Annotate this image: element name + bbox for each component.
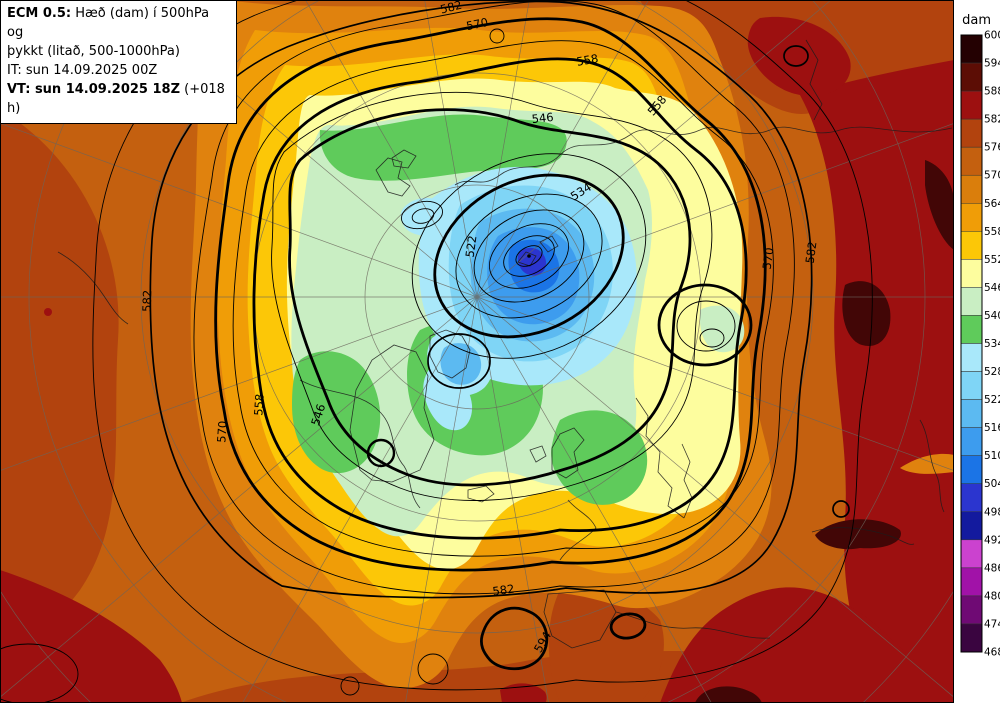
contour-label-582: 582: [492, 582, 516, 599]
color-scale-band-552-546: [960, 259, 983, 288]
color-scale-band-570-564: [960, 174, 983, 204]
color-scale-tick: 492: [984, 534, 1000, 546]
color-scale: dam 600 594 588 582 576 570 564 558 552 546 540 534 5…: [953, 0, 1000, 707]
color-scale-tick: 510: [984, 450, 1000, 462]
coastlines: [57, 39, 953, 649]
height-contours: [0, 0, 873, 703]
color-scale-tick: 570: [984, 170, 1000, 182]
contour-label-546: 546: [531, 110, 554, 126]
map-border: [0, 0, 954, 703]
color-scale-svg: dam 600 594 588 582 576 570 564 558 552 546 540 534 5…: [960, 13, 1000, 659]
contour-label-570: 570: [465, 15, 489, 33]
color-scale-tick: 588: [984, 86, 1000, 98]
contour-label-582: 582: [140, 290, 155, 312]
color-scale-tick: 564: [984, 198, 1000, 210]
title-box: ECM 0.5: Hæð (dam) í 500hPa og þykkt (li…: [0, 0, 237, 124]
title-line-1: ECM 0.5: Hæð (dam) í 500hPa og: [7, 6, 210, 40]
contour-label-522: 522: [463, 235, 480, 259]
color-scale-tick: 582: [984, 114, 1000, 126]
color-scale-band-480-474: [960, 595, 983, 625]
color-scale-band-582-576: [960, 118, 983, 148]
title-line-2: þykkt (litað, 500-1000hPa): [7, 44, 180, 59]
color-scale-tick: 576: [984, 142, 1000, 154]
contour-label-570: 570: [214, 420, 229, 443]
color-scale-tick: 522: [984, 394, 1000, 406]
color-scale-band-600-594: [960, 34, 983, 64]
color-scale-band-516-510: [960, 427, 983, 456]
color-scale-tick: 474: [984, 618, 1000, 630]
color-scale-tick: 552: [984, 254, 1000, 266]
color-scale-band-540-534: [960, 315, 983, 344]
color-scale-tick: 534: [984, 338, 1000, 350]
contour-label-558: 558: [575, 51, 599, 69]
color-scale-band-564-558: [960, 203, 983, 232]
color-scale-band-492-486: [960, 539, 983, 569]
color-scale-tick: 546: [984, 282, 1000, 294]
contour-label-582: 582: [803, 241, 820, 265]
color-scale-band-594-588: [960, 62, 983, 92]
color-scale-band-588-582: [960, 90, 983, 120]
map-area: 582 570 558 558 546 534 522 570 582 582 558 570 546 5…: [0, 0, 954, 703]
color-scale-tick: 468: [984, 647, 1000, 659]
color-scale-band-498-492: [960, 511, 983, 541]
contour-label-546: 546: [308, 402, 328, 427]
color-scale-band-558-552: [960, 231, 983, 260]
color-scale-tick: 486: [984, 562, 1000, 574]
contour-label-582: 582: [439, 0, 464, 17]
color-scale-tick: 516: [984, 422, 1000, 434]
color-scale-tick: 528: [984, 366, 1000, 378]
color-scale-tick: 558: [984, 226, 1000, 238]
init-time: IT: sun 14.09.2025 00Z: [7, 63, 158, 78]
color-scale-tick: 504: [984, 478, 1000, 490]
color-scale-band-510-504: [960, 455, 983, 484]
color-scale-band-528-522: [960, 371, 983, 400]
color-scale-tick: 480: [984, 590, 1000, 602]
color-scale-band-474-468: [960, 623, 983, 653]
color-scale-band-576-570: [960, 146, 983, 176]
color-scale-band-486-480: [960, 567, 983, 597]
contour-label-570: 570: [760, 247, 777, 271]
color-scale-tick: 600: [984, 30, 1000, 42]
color-scale-band-504-498: [960, 483, 983, 513]
color-scale-band-534-528: [960, 343, 983, 372]
contour-label-558: 558: [251, 393, 266, 416]
valid-time: VT: sun 14.09.2025 18Z (+018 h): [7, 82, 225, 116]
color-scale-unit: dam: [962, 13, 991, 28]
model-name: ECM 0.5:: [7, 6, 72, 21]
color-scale-band-522-516: [960, 399, 983, 428]
color-scale-band-546-540: [960, 287, 983, 316]
color-scale-tick: 594: [984, 58, 1000, 70]
color-scale-tick: 498: [984, 506, 1000, 518]
color-scale-tick: 540: [984, 310, 1000, 322]
